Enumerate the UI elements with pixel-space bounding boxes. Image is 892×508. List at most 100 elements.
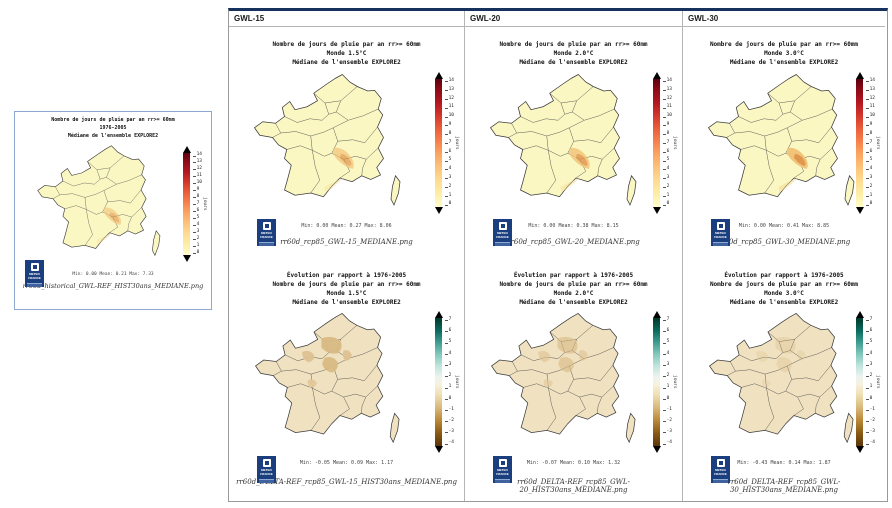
meteo-france-logo: METEO FRANCE (257, 456, 276, 483)
colorbar-ticks: 14 13 12 11 10 9 8 7 6 5 4 3 2 1 0 (192, 153, 202, 255)
colorbar-tick: 6 (865, 329, 875, 334)
map-title-line: Nombre de jours de pluie par an rr>= 60m… (51, 117, 175, 123)
colorbar-tick: 1 (662, 193, 672, 199)
map-filename: rr60d_rcp85_GWL-20_MEDIANE.png (507, 238, 640, 246)
colorbar-tick: 6 (192, 208, 202, 214)
colorbar-tick: 8 (444, 131, 454, 137)
meteo-france-icon (498, 222, 507, 230)
map-title-line: 1976-2005 (99, 124, 127, 131)
colorbar-tick: 0 (865, 202, 875, 207)
colorbar-ticks: 7 6 5 4 3 2 1 0 -1 -2 -3 -4 (662, 317, 672, 446)
colorbar-tick: 10 (192, 181, 202, 186)
colorbar-ticks: 14 13 12 11 10 9 8 7 6 5 4 3 2 1 0 (444, 78, 454, 207)
colorbar-tick: 5 (192, 215, 202, 221)
colorbar-tick: 13 (865, 87, 875, 93)
logo-line: FRANCE (496, 471, 509, 476)
map-title-line: Nombre de jours de pluie par an rr>= 60m… (499, 281, 648, 288)
colorbar-tick: 5 (865, 340, 875, 345)
colorbar-gradient (182, 146, 191, 263)
map-area: 7 6 5 4 3 2 1 0 -1 -2 -3 -4 jours (465, 309, 682, 457)
colorbar-tick: 2 (192, 236, 202, 242)
colorbar-tick: 0 (444, 396, 454, 402)
colorbar-gradient (855, 72, 864, 214)
map-area: 14 13 12 11 10 9 8 7 6 5 4 3 2 1 0 jours (15, 142, 211, 268)
logo-line: METEO (715, 231, 726, 235)
colorbar-tick: 8 (192, 194, 202, 200)
colorbar-ticks: 14 13 12 11 10 9 8 7 6 5 4 3 2 1 0 (865, 78, 875, 207)
colorbar-tick: -2 (662, 418, 672, 424)
colorbar-tick: 3 (444, 362, 454, 368)
logo-stripe (259, 241, 274, 246)
logo-line: METEO (261, 468, 272, 472)
colorbar-tick: 2 (662, 184, 672, 190)
colorbar-arrow-down-icon (652, 446, 661, 453)
map-title-line: Évolution par rapport à 1976-2005 (724, 272, 844, 279)
map-filename: rr60d_DELTA-REF_rcp85_GWL-15_HIST30ans_M… (236, 478, 457, 486)
map-title: Nombre de jours de pluie par an rr>= 60m… (15, 117, 211, 140)
colorbar-gradient (855, 311, 864, 453)
colorbar-tick: -2 (865, 418, 875, 424)
map-area: 7 6 5 4 3 2 1 0 -1 -2 -3 -4 jours (229, 309, 464, 457)
colorbar-tick: 0 (662, 202, 672, 207)
france-map (255, 313, 400, 443)
colorbar-tick: 2 (444, 184, 454, 190)
colorbar-gradient (652, 311, 661, 453)
colorbar-tick: 3 (865, 175, 875, 181)
colorbar-tick: 7 (865, 140, 875, 146)
column-header-gwl15: GWL-15 (229, 11, 464, 27)
colorbar-delta: 7 6 5 4 3 2 1 0 -1 -2 -3 -4 jours (652, 311, 677, 453)
map-title-line: Évolution par rapport à 1976-2005 (513, 272, 634, 279)
meteo-france-icon (716, 222, 725, 230)
logo-stripe (713, 478, 728, 483)
colorbar-tick: 6 (662, 149, 672, 155)
meteo-france-label: METEO FRANCE (496, 231, 509, 240)
colorbar-tick: -3 (444, 430, 454, 435)
colorbar-tick: -4 (662, 441, 672, 446)
logo-line: FRANCE (28, 275, 41, 280)
colorbar-tick: -4 (865, 441, 875, 446)
map-title: Évolution par rapport à 1976-2005 Nombre… (683, 264, 885, 307)
map-title-line: Nombre de jours de pluie par an rr>= 60m… (709, 281, 859, 288)
logo-line: FRANCE (714, 234, 727, 239)
map-title-line: Évolution par rapport à 1976-2005 (286, 272, 407, 279)
map-title: Évolution par rapport à 1976-2005 Nombre… (229, 264, 464, 307)
map-title-line: Médiane de l'ensemble EXPLORE2 (519, 59, 628, 66)
meteo-france-logo: METEO FRANCE (257, 219, 276, 246)
map-title: Évolution par rapport à 1976-2005 Nombre… (465, 264, 682, 307)
logo-stripe (27, 282, 42, 287)
map-title-line: Monde 3.0°C (764, 290, 804, 297)
map-stats: Min: 0.00 Mean: 0.21 Max: 7.33 (72, 272, 154, 278)
map-title-line: Monde 1.5°C (326, 290, 367, 297)
map-title: Nombre de jours de pluie par an rr>= 60m… (465, 27, 682, 67)
colorbar-tick: 7 (865, 317, 875, 323)
map-title-line: Monde 2.0°C (553, 50, 594, 57)
meteo-france-label: METEO FRANCE (260, 231, 273, 240)
colorbar-delta: 7 6 5 4 3 2 1 0 -1 -2 -3 -4 jours (434, 311, 459, 453)
meteo-france-icon (30, 263, 39, 271)
meteo-france-label: METEO FRANCE (28, 272, 41, 281)
meteo-france-label: METEO FRANCE (260, 468, 273, 477)
colorbar-tick: 7 (444, 140, 454, 146)
logo-line: FRANCE (714, 471, 727, 476)
colorbar-arrow-down-icon (182, 255, 191, 263)
colorbar-arrow-up-icon (652, 311, 661, 318)
colorbar-tick: 2 (865, 184, 875, 190)
colorbar-arrow-up-icon (434, 311, 443, 318)
map-stats: Min: 0.00 Mean: 0.41 Max: 8.85 (738, 223, 830, 229)
logo-line: FRANCE (260, 234, 273, 239)
colorbar-ticks: 14 13 12 11 10 9 8 7 6 5 4 3 2 1 0 (662, 78, 672, 207)
meteo-france-label: METEO FRANCE (496, 468, 509, 477)
map-title-line: Nombre de jours de pluie par an rr>= 60m… (272, 41, 421, 48)
colorbar-gradient (652, 72, 661, 214)
colorbar-tick: 0 (865, 396, 875, 402)
colorbar-tick: 2 (865, 374, 875, 379)
colorbar-tick: 11 (865, 105, 875, 110)
map-title-line: Médiane de l'ensemble EXPLORE2 (292, 299, 401, 306)
column-gwl15: GWL-15 Nombre de jours de pluie par an r… (229, 11, 465, 501)
colorbar-tick: 5 (662, 340, 672, 345)
colorbar-bar (653, 79, 661, 207)
france-map (709, 313, 854, 443)
france-map (491, 313, 636, 443)
colorbar-tick: 10 (444, 114, 454, 119)
colorbar-arrow-up-icon (652, 72, 661, 79)
